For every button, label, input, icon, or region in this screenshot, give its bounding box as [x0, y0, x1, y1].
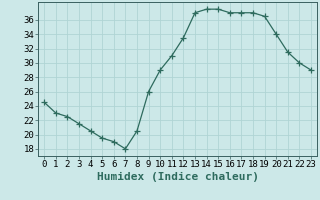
X-axis label: Humidex (Indice chaleur): Humidex (Indice chaleur)	[97, 172, 259, 182]
